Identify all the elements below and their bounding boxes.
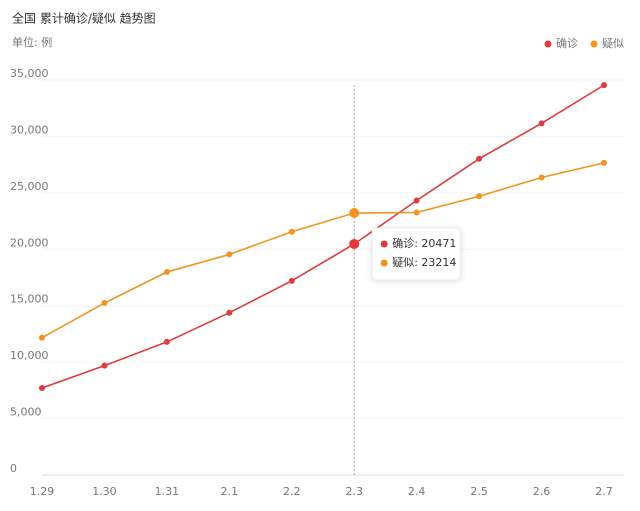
unit-label: 单位: 例: [12, 35, 52, 49]
y-tick-label: 15,000: [10, 293, 49, 306]
point: [226, 309, 233, 316]
tooltip-text: 疑似: 23214: [392, 256, 456, 269]
y-tick-label: 10,000: [10, 349, 49, 362]
legend-label: 疑似: [602, 37, 624, 50]
y-tick-label: 35,000: [10, 67, 49, 80]
point: [226, 251, 233, 258]
y-tick-label: 30,000: [10, 123, 49, 136]
point: [349, 208, 360, 219]
point: [288, 277, 295, 284]
point: [39, 384, 45, 391]
x-tick-label: 2.4: [408, 485, 426, 498]
point: [163, 338, 170, 345]
point: [101, 300, 108, 307]
point: [538, 120, 545, 127]
tooltip-marker: [380, 259, 388, 267]
tooltip-text: 确诊: 20471: [392, 236, 456, 250]
x-tick-label: 1.31: [155, 485, 180, 498]
point: [349, 238, 360, 249]
point: [601, 159, 607, 166]
chart-title: 全国 累计确诊/疑似 趋势图: [12, 11, 156, 26]
y-tick-label: 0: [10, 462, 17, 475]
point: [413, 197, 420, 204]
legend-marker: [544, 40, 552, 48]
line: [41, 84, 605, 389]
y-tick-label: 25,000: [10, 180, 49, 193]
point: [601, 82, 607, 89]
point: [39, 334, 45, 341]
x-tick-label: 2.1: [221, 485, 239, 498]
tooltip-box: [371, 227, 461, 281]
x-tick-label: 2.2: [283, 485, 301, 498]
x-tick-label: 1.29: [30, 485, 55, 498]
tooltip-marker: [380, 240, 388, 248]
line: [41, 162, 605, 339]
x-tick-label: 2.7: [595, 485, 613, 498]
point: [101, 362, 108, 369]
point: [538, 174, 545, 181]
point: [413, 209, 420, 216]
x-tick-label: 2.6: [533, 485, 551, 498]
y-tick-label: 5,000: [10, 406, 42, 419]
point: [163, 268, 170, 275]
legend-marker: [590, 40, 598, 48]
x-tick-label: 1.30: [92, 485, 117, 498]
point: [476, 155, 483, 162]
x-tick-label: 2.3: [345, 485, 363, 498]
y-tick-label: 20,000: [10, 236, 49, 249]
point: [288, 228, 295, 235]
legend-label: 确诊: [556, 36, 578, 50]
point: [476, 193, 483, 200]
x-tick-label: 2.5: [470, 485, 488, 498]
